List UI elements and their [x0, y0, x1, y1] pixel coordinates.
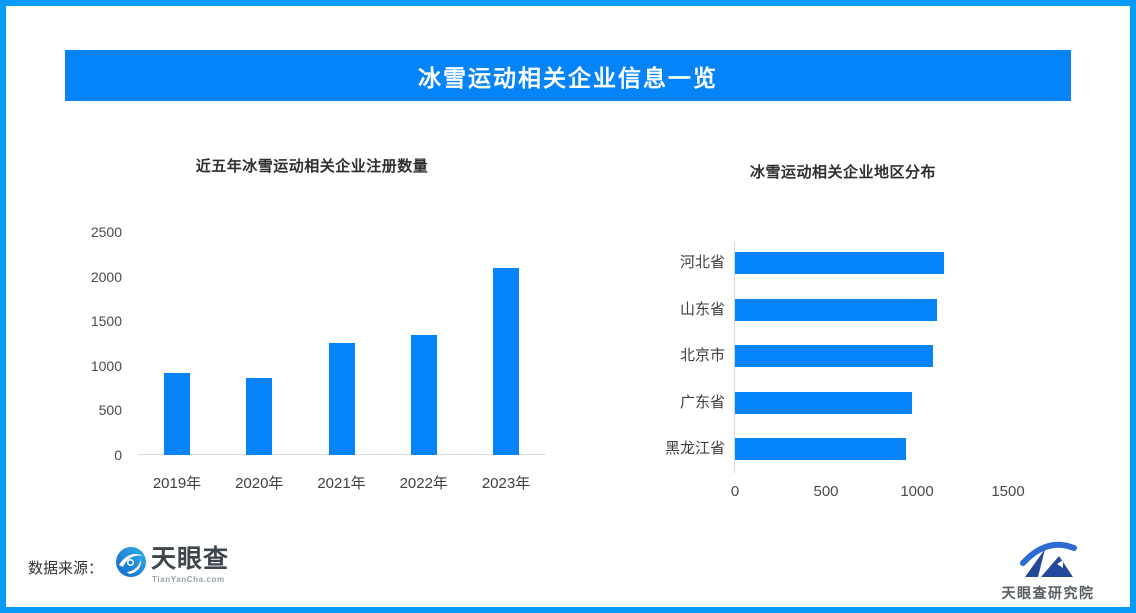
right-chart-title: 冰雪运动相关企业地区分布 — [749, 164, 936, 181]
x-axis-category-label: 2019年 — [152, 475, 202, 492]
y-axis-tick-label: 2500 — [90, 224, 122, 240]
header-banner: 冰雪运动相关企业信息一览 — [65, 50, 1071, 101]
y-axis-tick-label: 500 — [98, 402, 122, 419]
bar-河北省 — [735, 252, 944, 274]
left-chart-y-axis: 2500 2000 1500 1000 500 0 — [64, 224, 122, 463]
left-chart-x-axis: 2019年 2020年 2021年 2022年 2023年 — [138, 472, 546, 492]
y-axis-tick-label: 0 — [114, 447, 122, 463]
bar-广东省 — [735, 391, 912, 414]
bar-2019年 — [164, 373, 190, 455]
x-axis-category-label: 2023年 — [481, 475, 531, 492]
bar-2022年 — [410, 335, 437, 455]
y-axis-tick-label: 1000 — [90, 357, 122, 374]
category-axis-label: 北京市 — [679, 347, 725, 364]
bar-山东省 — [735, 298, 937, 321]
left-chart-title: 近五年冰雪运动相关企业注册数量 — [195, 158, 429, 175]
right-chart-axis-line — [734, 242, 735, 473]
category-axis-label: 河北省 — [679, 254, 725, 271]
right-chart-x-axis: 0 500 1000 1500 — [731, 483, 1079, 503]
bar-2023年 — [493, 268, 519, 455]
x-axis-category-label: 2020年 — [235, 475, 284, 492]
x-axis-tick-label: 500 — [813, 483, 839, 500]
research-institute-logo-text: 天眼查研究院 — [1001, 585, 1095, 601]
x-axis-tick-label: 0 — [730, 483, 740, 500]
category-axis-label: 黑龙江省 — [664, 440, 725, 457]
x-axis-category-label: 2022年 — [399, 475, 448, 492]
tianyancha-logo-text: 天眼查 — [151, 545, 230, 573]
x-axis-tick-label: 1000 — [900, 483, 934, 500]
bar-北京市 — [735, 345, 933, 367]
bar-黑龙江省 — [735, 438, 906, 460]
category-axis-label: 山东省 — [679, 300, 725, 318]
category-axis-label: 广东省 — [679, 393, 725, 411]
right-chart-plot-area — [734, 242, 1079, 473]
bar-2021年 — [328, 343, 355, 455]
tianyancha-logo-icon — [115, 546, 147, 578]
x-axis-category-label: 2021年 — [317, 475, 366, 492]
tianyancha-logo-domain: TianYanCha.com — [152, 575, 225, 584]
x-axis-tick-label: 1500 — [991, 483, 1025, 500]
bar-2020年 — [246, 378, 273, 455]
data-source-label: 数据来源： — [28, 560, 104, 577]
research-institute-logo-icon — [1019, 536, 1077, 580]
y-axis-tick-label: 1500 — [90, 313, 122, 330]
right-chart-category-axis: 河北省山东省北京市广东省黑龙江省 — [586, 242, 725, 473]
left-chart-plot-area — [138, 232, 546, 455]
y-axis-tick-label: 2000 — [90, 268, 122, 285]
page-title: 冰雪运动相关企业信息一览 — [418, 64, 718, 91]
